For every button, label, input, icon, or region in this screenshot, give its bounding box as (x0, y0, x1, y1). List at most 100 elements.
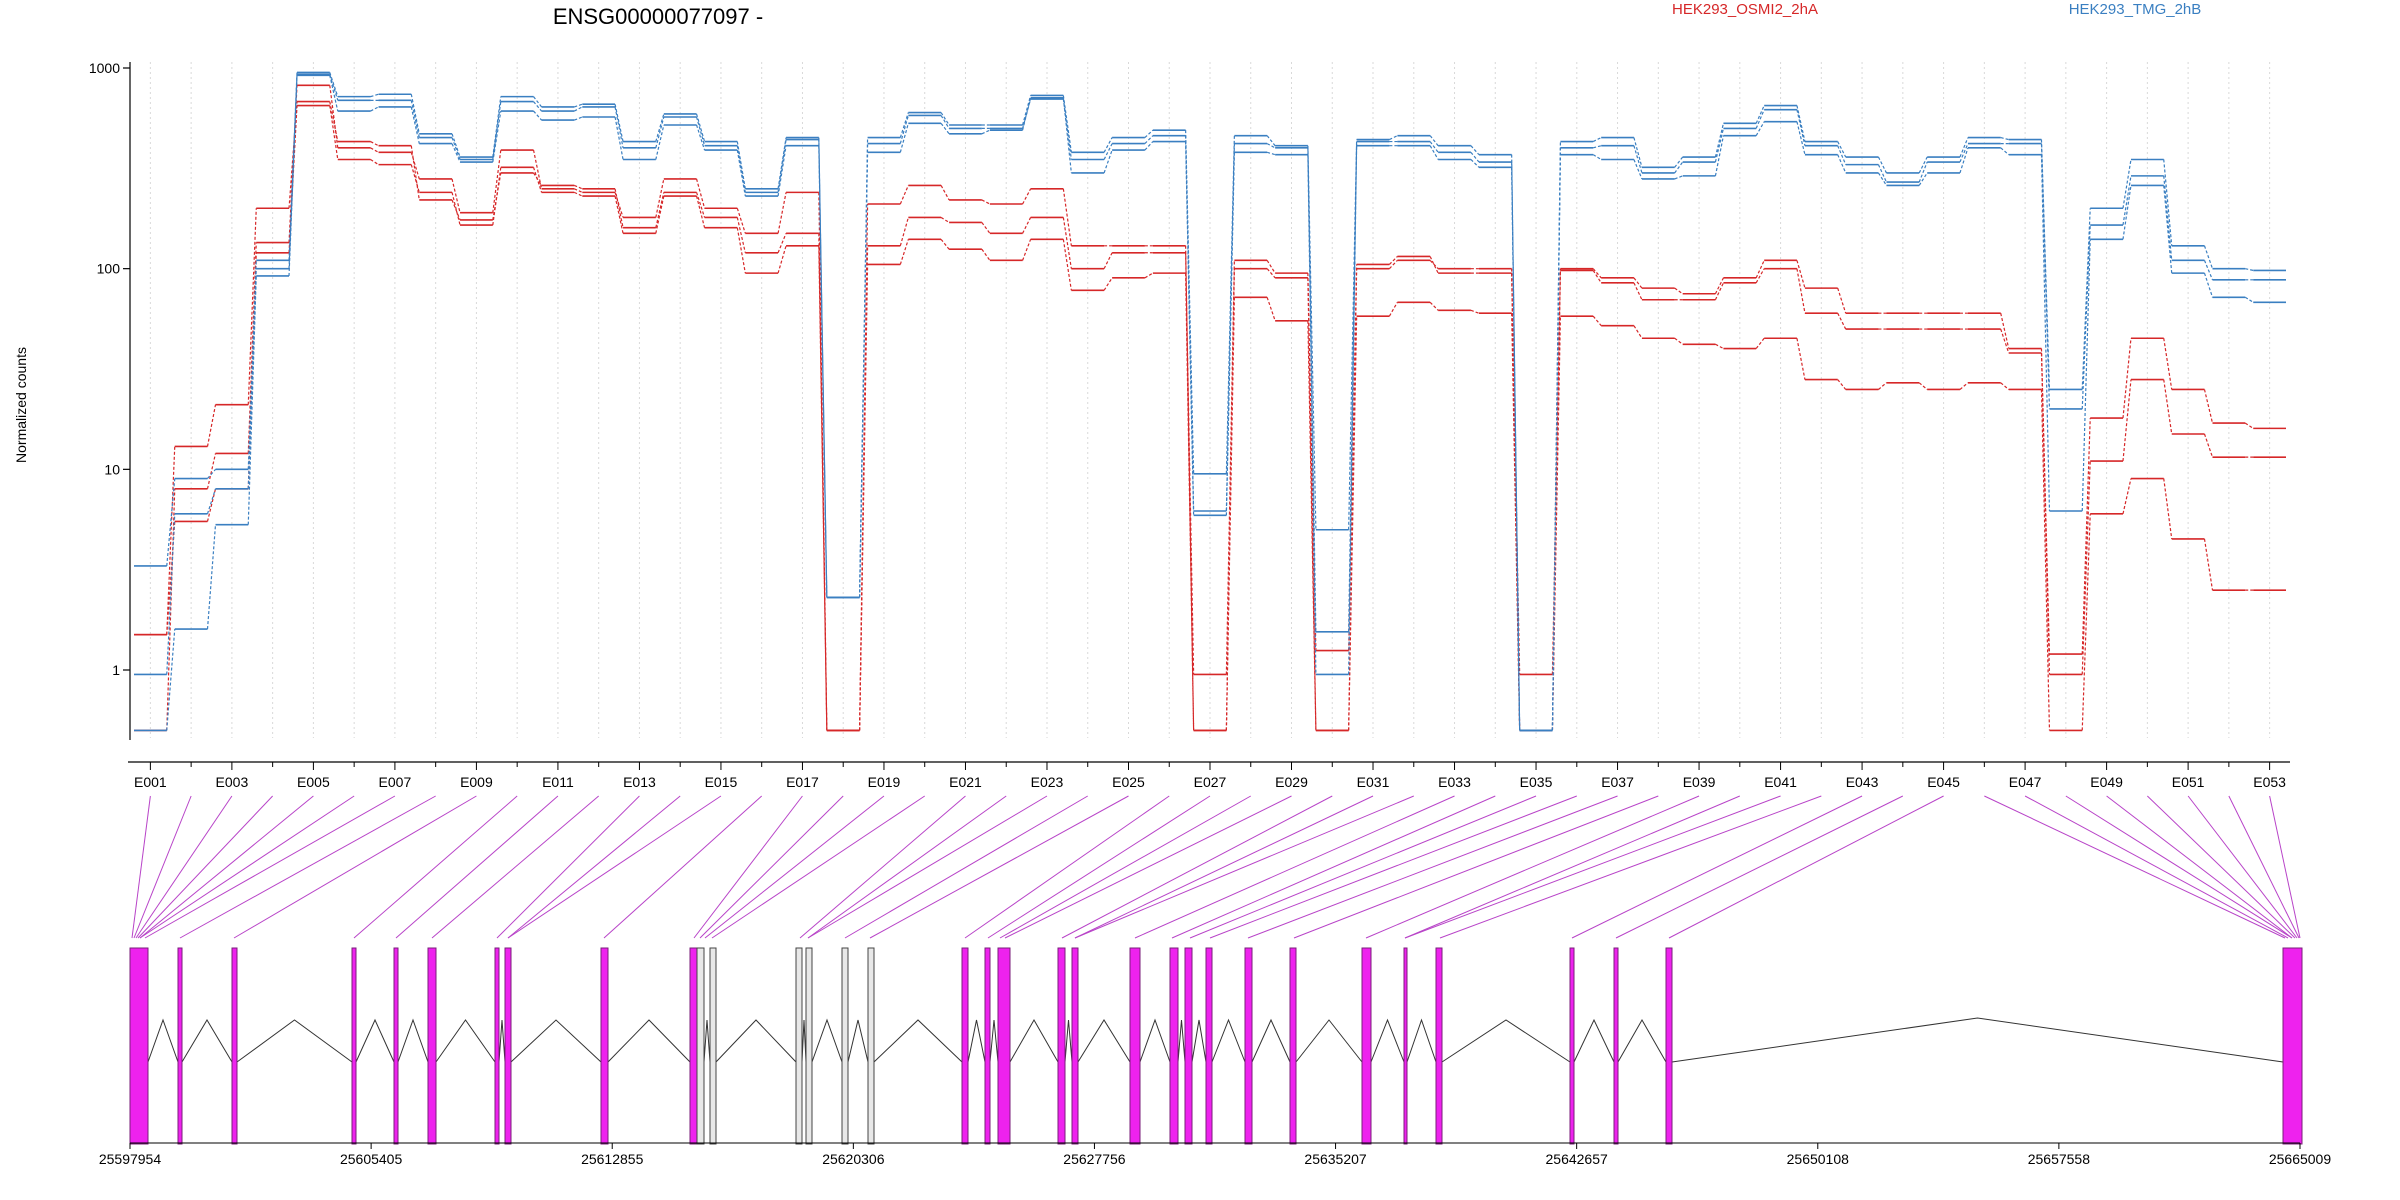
series-transition (695, 116, 706, 146)
series-transition (655, 195, 665, 234)
series-transition (1429, 135, 1439, 147)
series-transition (2163, 175, 2173, 261)
series-transition (1592, 270, 1602, 284)
exon-connector (496, 795, 640, 939)
series-transition (1266, 260, 1276, 274)
series-transition (2081, 224, 2091, 409)
intron-line (1573, 1018, 1615, 1063)
exon-block-unplotted (867, 947, 875, 1145)
x-tick-label: E033 (1438, 774, 1471, 790)
series-transition (818, 137, 828, 598)
x-tick-label: E009 (460, 774, 493, 790)
series-transition (818, 245, 828, 731)
exon-connector (1293, 795, 1659, 939)
intron-line (847, 1019, 869, 1063)
exon-connector (1615, 795, 1904, 939)
exon-block (1289, 947, 1297, 1145)
series-transition (1185, 252, 1195, 675)
series-transition (899, 112, 909, 138)
series-transition (2244, 296, 2254, 303)
intron-line (1009, 1018, 1059, 1063)
series-transition (1022, 188, 1032, 205)
exon-connector (233, 795, 477, 939)
series-transition (1225, 135, 1235, 474)
series-transition (1348, 264, 1358, 651)
series-transition (166, 628, 176, 731)
intron-line (1370, 1018, 1405, 1063)
series-transition (533, 101, 543, 112)
series-transition (2040, 154, 2051, 512)
series-transition (1266, 268, 1276, 279)
exon-connector (869, 795, 1129, 939)
exon-connector (807, 795, 1007, 939)
series-transition (2000, 328, 2010, 354)
series-transition (2000, 137, 2009, 141)
series-transition (1714, 123, 1725, 158)
series-transition (370, 93, 379, 98)
series-transition (1429, 259, 1439, 270)
series-transition (777, 192, 787, 234)
exon-block (231, 947, 238, 1145)
series-transition (1878, 382, 1887, 390)
series-transition (1592, 268, 1602, 279)
series-transition (1103, 252, 1113, 269)
exon-block (1403, 947, 1408, 1145)
series-transition (2040, 352, 2051, 675)
series-transition (492, 149, 502, 213)
series-transition (329, 101, 339, 142)
series-transition (655, 178, 665, 218)
series-transition (899, 185, 909, 205)
series-transition (1307, 320, 1317, 731)
series-transition (1674, 156, 1684, 168)
series-transition (247, 268, 257, 489)
exon-connector (603, 795, 763, 939)
series-transition (1593, 145, 1602, 149)
grid-lines (149, 62, 2271, 738)
series-transition (2040, 143, 2051, 409)
series-transition (736, 227, 746, 274)
series-transition (1307, 273, 1317, 651)
series-transition (2163, 478, 2173, 540)
series-transition (1022, 217, 1032, 234)
series-transition (1103, 149, 1113, 174)
y-tick-label: 10 (104, 461, 120, 477)
genomic-tick-label: 25620306 (822, 1151, 885, 1167)
series-transition (451, 192, 461, 226)
series-transition (2203, 538, 2214, 591)
exon-block (494, 947, 500, 1145)
intron-line (510, 1019, 602, 1063)
series-transition (1755, 105, 1765, 124)
series-transition (1144, 135, 1154, 145)
intron-line (1671, 1017, 2284, 1063)
series-transition (1877, 156, 1887, 174)
x-tick-label: E053 (2253, 774, 2286, 790)
series-transition (1266, 151, 1276, 156)
series-transition (736, 217, 746, 253)
series-transition (2203, 389, 2214, 424)
series-transition (2122, 338, 2132, 419)
series-transition (1062, 188, 1072, 246)
series-transition (2163, 338, 2173, 390)
series-transition (1307, 154, 1317, 675)
intron-line (703, 1019, 711, 1063)
genomic-tick-label: 25650108 (1787, 1151, 1850, 1167)
series-transition (329, 105, 339, 160)
intron-line (181, 1019, 233, 1063)
series-transition (2163, 379, 2173, 435)
series-transition (2000, 313, 2010, 349)
x-tick-label: E047 (2009, 774, 2042, 790)
series-lines (134, 71, 2286, 732)
exon-block-unplotted (709, 947, 717, 1145)
series-transition (410, 106, 420, 144)
series-transition (614, 104, 624, 142)
intron-line (1441, 1019, 1571, 1063)
exon-block (504, 947, 512, 1145)
x-tick-label: E007 (379, 774, 412, 790)
y-tick-label: 1000 (89, 60, 120, 76)
x-tick-label: E037 (1601, 774, 1634, 790)
series-transition (1755, 121, 1765, 136)
series-transition (1796, 105, 1806, 142)
exon-block (1244, 947, 1253, 1145)
series-transition (736, 145, 746, 193)
intron-line (435, 1019, 496, 1063)
